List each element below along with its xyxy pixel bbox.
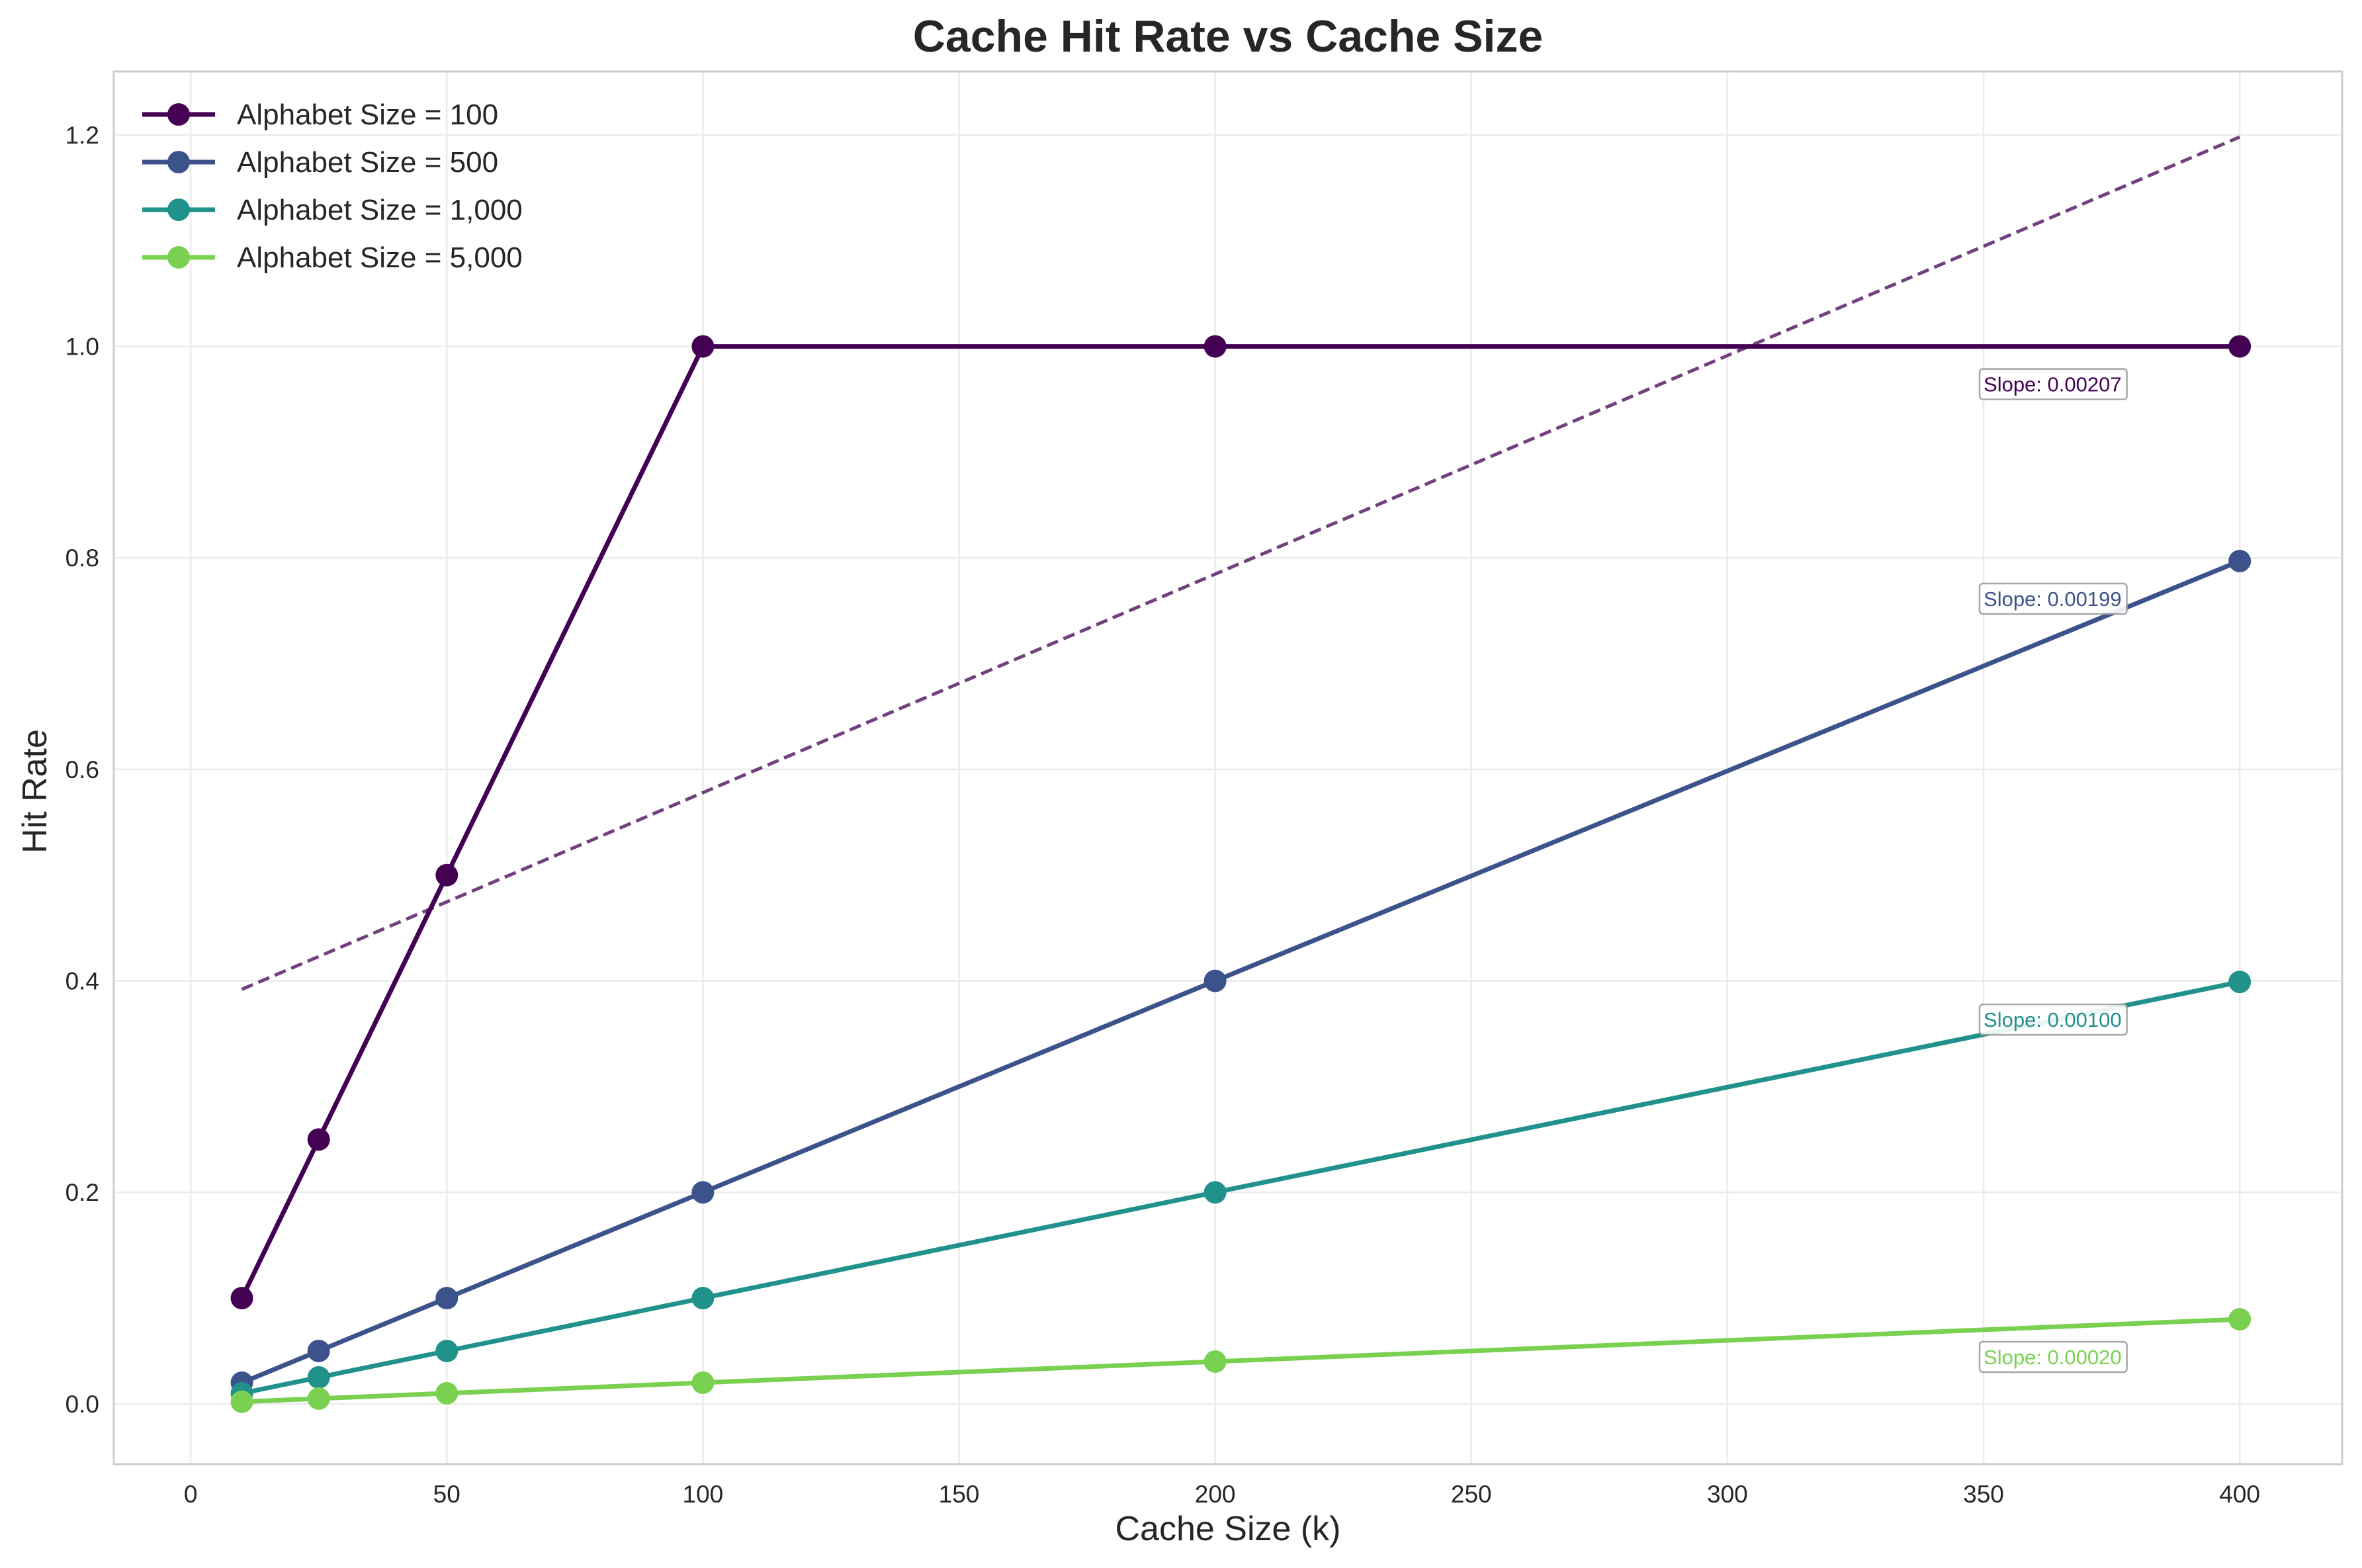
data-point [435, 863, 459, 887]
legend-marker [167, 246, 190, 269]
slope-label-text: Slope: 0.00020 [1984, 1346, 2122, 1369]
legend-entry-3: Alphabet Size = 1,000 [142, 194, 523, 226]
data-point [307, 1339, 330, 1362]
legend-entry-2: Alphabet Size = 500 [142, 146, 498, 179]
slope-label-box [1978, 368, 2128, 400]
x-tick-label: 100 [683, 1481, 724, 1508]
x-tick-label: 350 [1963, 1481, 2004, 1508]
y-axis-label: Hit Rate [16, 729, 54, 853]
data-point [691, 335, 715, 358]
x-axis-label: Cache Size (k) [1115, 1510, 1341, 1548]
x-tick-label: 0 [184, 1481, 198, 1508]
data-point [1203, 969, 1227, 992]
legend-marker [167, 198, 190, 221]
legend-label: Alphabet Size = 1,000 [237, 194, 523, 226]
slope-label-box [1978, 1003, 2128, 1036]
data-point [1203, 1181, 1227, 1204]
series-1 [230, 335, 2252, 1310]
x-tick-label: 250 [1451, 1481, 1492, 1508]
data-point [307, 1366, 330, 1389]
data-point [230, 1287, 253, 1310]
legend-entry-1: Alphabet Size = 100 [142, 99, 498, 131]
slope-label-1: Slope: 0.00207 [1978, 368, 2128, 400]
x-tick-label: 50 [433, 1481, 460, 1508]
x-tick-label: 400 [2219, 1481, 2260, 1508]
legend-label: Alphabet Size = 100 [237, 99, 498, 131]
series-2 [230, 550, 2252, 1394]
series-line [240, 344, 2240, 1299]
slope-label-box [1978, 582, 2128, 615]
data-point [307, 1387, 330, 1410]
data-point [691, 1371, 715, 1394]
trend-line-group [241, 135, 2241, 991]
series-line [241, 1317, 2240, 1405]
legend-label: Alphabet Size = 500 [237, 146, 498, 179]
legend: Alphabet Size = 100 Alphabet Size = 500 Al… [142, 99, 523, 274]
slope-labels: Slope: 0.00207 Slope: 0.00199 Slope: 0.001… [1978, 368, 2128, 1373]
axis-ticks: 0 50 100 150 200 250 300 350 400 0.0 0.2 0.4 0.6 0.8 1… [66, 122, 2260, 1508]
series-line [241, 558, 2241, 1385]
data-point [691, 1181, 715, 1204]
slope-label-3: Slope: 0.00100 [1978, 1003, 2128, 1036]
y-tick-label: 0.0 [66, 1391, 99, 1418]
data-point [435, 1339, 459, 1362]
plot-frame [112, 70, 2343, 1465]
trend-line [241, 135, 2241, 991]
data-point [2228, 335, 2252, 358]
slope-label-text: Slope: 0.00207 [1984, 373, 2122, 396]
data-point [307, 1128, 330, 1151]
slope-label-2: Slope: 0.00199 [1978, 582, 2128, 615]
legend-marker [167, 103, 190, 126]
x-tick-label: 150 [939, 1481, 980, 1508]
data-point [2228, 1308, 2252, 1331]
series-4 [230, 1308, 2252, 1413]
series-line [241, 979, 2240, 1396]
y-tick-label: 1.2 [66, 122, 99, 149]
slope-label-4: Slope: 0.00020 [1978, 1340, 2128, 1373]
y-tick-label: 0.6 [66, 756, 99, 783]
data-point [1203, 335, 1227, 358]
data-point [230, 1390, 253, 1413]
data-point [2228, 550, 2252, 573]
y-tick-label: 0.8 [66, 544, 99, 572]
data-point [435, 1381, 459, 1405]
data-point [1203, 1350, 1227, 1373]
slope-label-text: Slope: 0.00100 [1984, 1008, 2122, 1031]
y-tick-label: 0.2 [66, 1179, 99, 1206]
slope-label-box [1978, 1340, 2128, 1373]
x-tick-label: 300 [1707, 1481, 1748, 1508]
chart-title: Cache Hit Rate vs Cache Size [913, 11, 1543, 62]
x-tick-label: 200 [1195, 1481, 1236, 1508]
y-tick-label: 0.4 [66, 968, 99, 995]
data-point [2228, 971, 2252, 994]
legend-marker [167, 151, 190, 173]
data-point [691, 1287, 715, 1310]
data-point [435, 1287, 459, 1310]
series-group [230, 335, 2252, 1413]
legend-entry-4: Alphabet Size = 5,000 [142, 241, 523, 274]
slope-label-text: Slope: 0.00199 [1984, 588, 2122, 611]
legend-label: Alphabet Size = 5,000 [237, 241, 523, 274]
y-tick-label: 1.0 [66, 333, 99, 361]
